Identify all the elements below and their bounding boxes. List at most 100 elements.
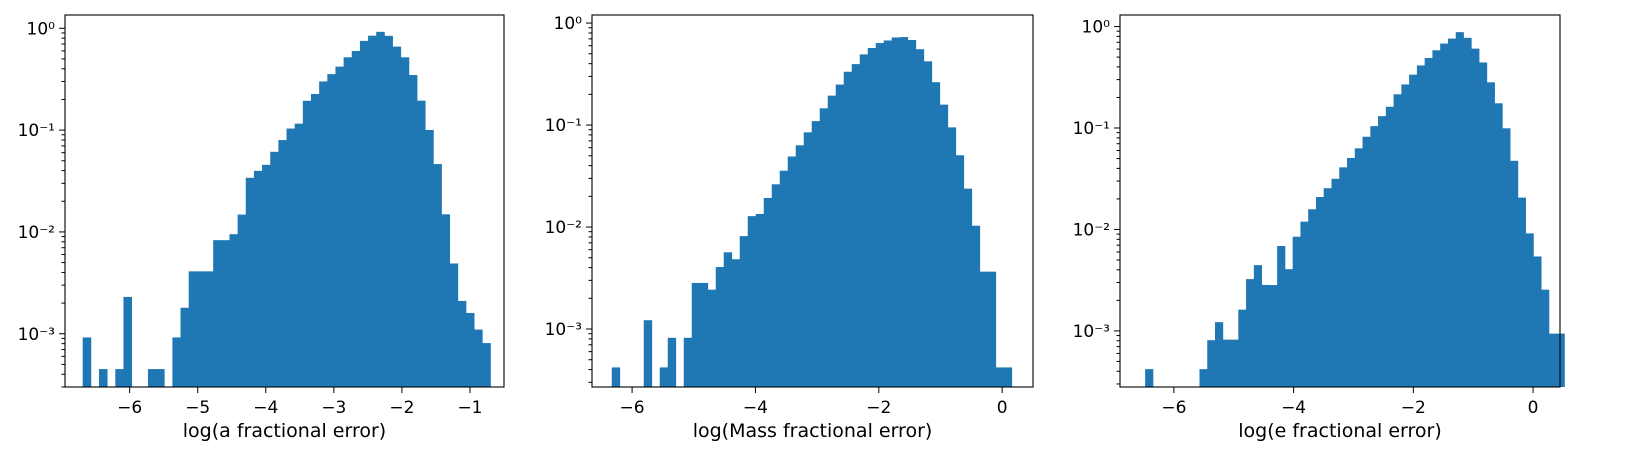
x-tick-label: −2 bbox=[1401, 398, 1426, 418]
y-tick-label: 10⁻² bbox=[1073, 220, 1110, 240]
x-axis-label: log(Mass fractional error) bbox=[693, 420, 933, 442]
histogram-bar bbox=[1315, 197, 1325, 387]
y-tick-label: 10⁻² bbox=[545, 218, 582, 238]
histogram-bar bbox=[611, 367, 621, 387]
y-tick-label: 10⁰ bbox=[1082, 18, 1111, 38]
histogram-bar bbox=[1455, 32, 1464, 387]
histogram-bar bbox=[1277, 246, 1286, 387]
histogram-bar bbox=[1393, 94, 1402, 388]
histogram-bar bbox=[899, 37, 909, 387]
histogram-bar bbox=[262, 164, 271, 387]
histogram-bar bbox=[1556, 333, 1565, 387]
histogram-bar bbox=[1339, 167, 1348, 387]
histogram-bar bbox=[1230, 339, 1239, 387]
histogram-bar bbox=[867, 48, 877, 387]
histogram-bar bbox=[1199, 369, 1208, 387]
histogram-bar bbox=[1246, 279, 1255, 387]
histogram-bar bbox=[1385, 106, 1395, 387]
histogram-bar bbox=[441, 214, 451, 387]
histogram-bar bbox=[359, 40, 369, 388]
histogram-bar bbox=[1479, 62, 1488, 387]
histogram-bar bbox=[417, 100, 426, 387]
histogram-bar bbox=[1494, 103, 1503, 388]
histogram-bar bbox=[947, 127, 957, 388]
histogram-bar bbox=[1215, 322, 1224, 387]
histogram-bar bbox=[180, 307, 190, 387]
histogram-bar bbox=[715, 267, 725, 387]
histogram-bar bbox=[1222, 339, 1231, 387]
histogram-bar bbox=[1424, 57, 1433, 387]
histogram-bar bbox=[955, 155, 965, 387]
histogram-bar bbox=[1409, 74, 1418, 388]
histogram-bar bbox=[294, 123, 304, 387]
histogram-bar bbox=[147, 369, 157, 387]
y-tick-label: 10⁻¹ bbox=[1073, 119, 1110, 139]
histogram-bar bbox=[196, 271, 206, 387]
histogram-bar bbox=[1331, 178, 1340, 387]
histogram-bar bbox=[400, 57, 410, 387]
y-tick-label: 10⁻³ bbox=[1073, 322, 1110, 342]
y-tick-label: 10⁰ bbox=[554, 14, 583, 34]
histogram-bar bbox=[465, 312, 475, 387]
x-tick-label: −2 bbox=[389, 398, 414, 418]
histogram-bar bbox=[963, 188, 973, 387]
histogram-bar bbox=[213, 240, 222, 387]
histogram-bar bbox=[327, 74, 336, 387]
histogram-bar bbox=[1323, 188, 1332, 387]
histogram-bar bbox=[368, 35, 377, 388]
histogram-bar bbox=[1284, 269, 1294, 387]
histogram-bar bbox=[883, 40, 893, 388]
histogram-bar bbox=[747, 216, 757, 387]
x-tick-label: −2 bbox=[866, 398, 891, 418]
x-tick-label: −6 bbox=[620, 398, 645, 418]
histogram-bar bbox=[987, 271, 997, 387]
histogram-bar bbox=[1292, 236, 1301, 387]
y-tick-label: 10⁻³ bbox=[545, 320, 582, 340]
histogram-bar bbox=[1432, 50, 1441, 387]
histogram-bar bbox=[931, 82, 941, 388]
histogram-bar bbox=[1510, 160, 1519, 387]
histogram-bar bbox=[843, 71, 853, 387]
histogram-bar bbox=[923, 61, 933, 387]
histogram-bar bbox=[82, 337, 92, 387]
histogram-bar bbox=[237, 214, 247, 387]
histogram-bar bbox=[1269, 285, 1278, 387]
histogram-bar bbox=[683, 337, 693, 387]
histogram-bar bbox=[278, 140, 287, 387]
subplot-e-fractional-error: −6 −4 −2 0 10⁻³ 10⁻² 10⁻¹ 10⁰ log(e fractional e… bbox=[1073, 14, 1565, 442]
histogram-bar bbox=[1378, 116, 1387, 388]
histogram-bar bbox=[474, 329, 483, 387]
histogram-bar bbox=[1354, 148, 1363, 387]
histogram-bar bbox=[270, 151, 279, 387]
histogram-bar bbox=[1207, 340, 1216, 387]
histogram-bar bbox=[1308, 209, 1317, 387]
histogram-bar bbox=[115, 369, 124, 387]
histogram-bar bbox=[971, 225, 981, 387]
histogram-bar bbox=[851, 64, 861, 387]
histogram-bar bbox=[1362, 136, 1371, 387]
histogram-bar bbox=[755, 213, 765, 387]
histogram-bar bbox=[188, 271, 198, 387]
histogram-bar bbox=[99, 369, 108, 387]
histogram-bar bbox=[205, 271, 214, 387]
histogram-bar bbox=[691, 282, 701, 387]
histogram-bar bbox=[319, 81, 328, 387]
y-tick-label: 10⁻² bbox=[18, 223, 55, 243]
histogram-bar bbox=[699, 282, 709, 387]
histogram-bar bbox=[907, 39, 917, 388]
histogram-bar bbox=[707, 289, 717, 387]
histogram-bar bbox=[979, 271, 989, 387]
histogram-bar bbox=[1003, 367, 1013, 387]
histogram-bar bbox=[449, 263, 459, 387]
histogram-bar bbox=[408, 75, 418, 388]
histogram-bar bbox=[433, 164, 442, 387]
histogram-bar bbox=[1416, 65, 1426, 387]
histogram-bar bbox=[221, 240, 230, 387]
histogram-bar bbox=[156, 369, 165, 387]
histogram-bar bbox=[1253, 265, 1263, 387]
histogram-bar bbox=[803, 132, 813, 387]
histogram-bar bbox=[1502, 128, 1511, 387]
histogram-bar bbox=[779, 170, 789, 387]
histogram-bar bbox=[891, 37, 901, 387]
